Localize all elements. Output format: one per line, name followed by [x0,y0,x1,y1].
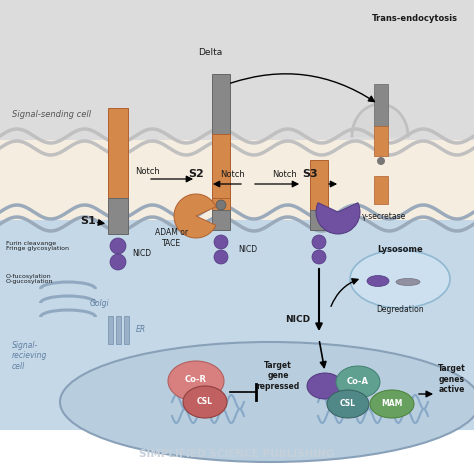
Text: NICD: NICD [132,249,151,258]
Bar [212,160,230,210]
Bar [116,316,121,344]
Bar [0,220,474,430]
Text: Notch: Notch [135,166,160,175]
Bar [0,0,474,140]
Text: Co-R: Co-R [185,374,207,383]
Text: Co-A: Co-A [347,376,369,385]
Circle shape [214,235,228,249]
Circle shape [377,157,385,165]
Bar [124,316,129,344]
Bar [310,160,328,210]
Text: ER: ER [136,326,146,335]
Wedge shape [174,194,216,238]
Text: ADAM or
TACE: ADAM or TACE [155,228,189,248]
Ellipse shape [336,366,380,398]
Bar [212,134,230,198]
Bar [0,140,474,220]
Text: O-fucosylation
O-gucosylation: O-fucosylation O-gucosylation [6,273,54,284]
Text: Trans-endocytosis: Trans-endocytosis [372,13,458,22]
Ellipse shape [350,250,450,308]
Bar [374,126,388,156]
Ellipse shape [396,279,420,285]
Wedge shape [316,203,360,234]
Bar [108,316,113,344]
Text: NICD: NICD [285,315,310,323]
Circle shape [214,250,228,264]
Bar [212,210,230,230]
Text: Target
gene
repressed: Target gene repressed [256,361,300,391]
Ellipse shape [327,390,369,418]
Bar [310,210,328,230]
Text: Notch: Notch [272,170,297,179]
Ellipse shape [60,342,474,462]
Circle shape [216,200,226,210]
Text: NICD: NICD [238,245,257,254]
Text: Target
genes
active: Target genes active [438,364,466,394]
Bar [108,198,128,234]
Ellipse shape [370,390,414,418]
Text: Signal-
recieving
cell: Signal- recieving cell [12,341,47,371]
Ellipse shape [307,373,343,399]
Bar [374,176,388,204]
Text: S3: S3 [302,169,318,179]
Text: Lysosome: Lysosome [377,245,423,254]
Text: S1: S1 [80,216,96,226]
Text: γ-secretase: γ-secretase [362,211,406,220]
Text: MAM: MAM [381,400,403,409]
Text: Delta: Delta [198,47,222,56]
Ellipse shape [183,386,227,418]
Ellipse shape [168,361,224,401]
Text: S2: S2 [188,169,204,179]
Text: SIMPLIFIED SCIENCE PUBLISHING: SIMPLIFIED SCIENCE PUBLISHING [139,449,335,459]
Circle shape [312,250,326,264]
Text: CSL: CSL [340,400,356,409]
Circle shape [110,254,126,270]
Circle shape [110,238,126,254]
Bar [374,84,388,126]
Text: Golgi: Golgi [90,300,109,309]
Ellipse shape [367,275,389,286]
Bar [212,74,230,134]
Bar [108,108,128,198]
Bar [0,430,474,474]
Text: Signal-sending cell: Signal-sending cell [12,109,91,118]
Text: CSL: CSL [197,398,213,407]
Polygon shape [352,104,408,136]
Text: Notch: Notch [220,170,245,179]
Circle shape [312,235,326,249]
Text: Degredation: Degredation [376,304,424,313]
Text: Furin cleavange
Fringe glycosylation: Furin cleavange Fringe glycosylation [6,241,69,251]
